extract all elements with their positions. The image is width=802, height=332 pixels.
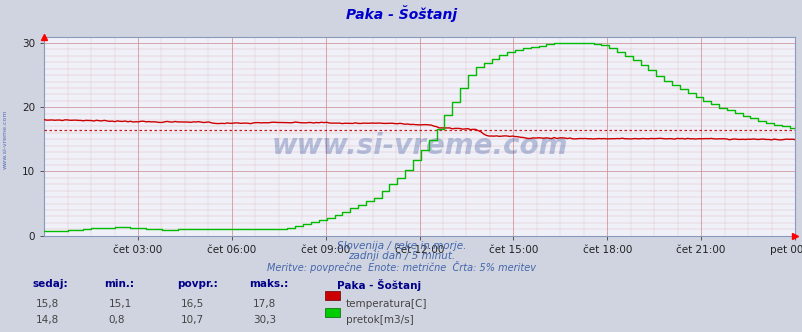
Text: 17,8: 17,8 [253,299,276,309]
Text: pretok[m3/s]: pretok[m3/s] [346,315,413,325]
Text: temperatura[C]: temperatura[C] [346,299,427,309]
Text: Paka - Šoštanj: Paka - Šoštanj [346,5,456,22]
Text: 16,5: 16,5 [180,299,204,309]
Text: 15,1: 15,1 [108,299,132,309]
Text: 30,3: 30,3 [253,315,276,325]
Text: 14,8: 14,8 [36,315,59,325]
Text: zadnji dan / 5 minut.: zadnji dan / 5 minut. [347,251,455,261]
Text: maks.:: maks.: [249,279,288,289]
Text: min.:: min.: [104,279,134,289]
Text: www.si-vreme.com: www.si-vreme.com [3,110,8,169]
Text: Meritve: povprečne  Enote: metrične  Črta: 5% meritev: Meritve: povprečne Enote: metrične Črta:… [267,261,535,273]
Text: 15,8: 15,8 [36,299,59,309]
Text: 0,8: 0,8 [108,315,125,325]
Text: 10,7: 10,7 [180,315,204,325]
Text: www.si-vreme.com: www.si-vreme.com [271,132,567,160]
Text: sedaj:: sedaj: [32,279,67,289]
Text: Slovenija / reke in morje.: Slovenija / reke in morje. [336,241,466,251]
Text: Paka - Šoštanj: Paka - Šoštanj [337,279,421,291]
Text: povpr.:: povpr.: [176,279,217,289]
